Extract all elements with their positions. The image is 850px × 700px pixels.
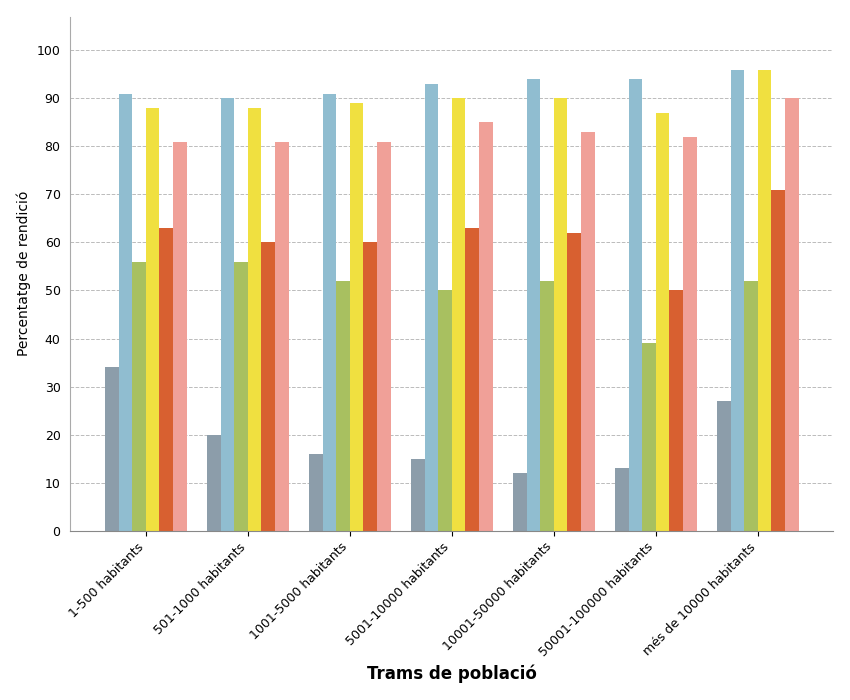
- Bar: [377, 141, 391, 531]
- Bar: [731, 69, 745, 531]
- Bar: [513, 473, 527, 531]
- Bar: [105, 368, 119, 531]
- Bar: [262, 242, 275, 531]
- Bar: [350, 103, 364, 531]
- Bar: [133, 262, 146, 531]
- Bar: [615, 468, 629, 531]
- Bar: [275, 141, 289, 531]
- Bar: [160, 228, 173, 531]
- Bar: [235, 262, 248, 531]
- Bar: [670, 290, 683, 531]
- Bar: [119, 94, 133, 531]
- Y-axis label: Percentatge de rendició: Percentatge de rendició: [17, 191, 31, 356]
- Bar: [568, 233, 581, 531]
- Bar: [309, 454, 323, 531]
- Bar: [581, 132, 595, 531]
- Bar: [772, 190, 785, 531]
- Bar: [146, 108, 160, 531]
- Bar: [479, 122, 493, 531]
- Bar: [527, 79, 541, 531]
- Bar: [173, 141, 187, 531]
- Bar: [758, 69, 772, 531]
- Bar: [452, 98, 466, 531]
- Bar: [541, 281, 554, 531]
- Bar: [717, 401, 731, 531]
- Bar: [364, 242, 377, 531]
- Bar: [745, 281, 758, 531]
- Bar: [248, 108, 262, 531]
- Bar: [439, 290, 452, 531]
- Bar: [466, 228, 479, 531]
- Bar: [323, 94, 337, 531]
- Bar: [656, 113, 670, 531]
- Bar: [785, 98, 799, 531]
- Bar: [683, 136, 697, 531]
- Bar: [629, 79, 643, 531]
- Bar: [411, 458, 425, 531]
- Bar: [425, 84, 439, 531]
- Bar: [207, 435, 221, 531]
- X-axis label: Trams de població: Trams de població: [367, 665, 536, 683]
- Bar: [554, 98, 568, 531]
- Bar: [221, 98, 235, 531]
- Bar: [337, 281, 350, 531]
- Bar: [643, 343, 656, 531]
